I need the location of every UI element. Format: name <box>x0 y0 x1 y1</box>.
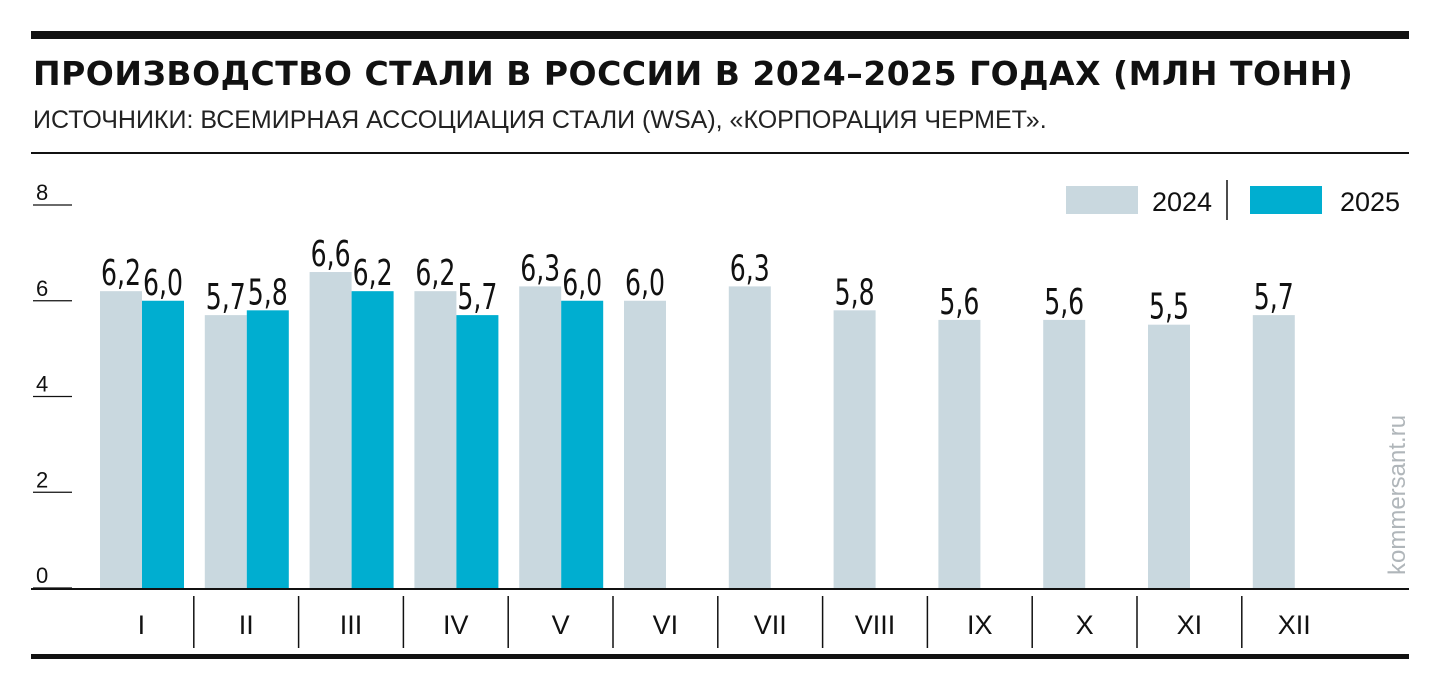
bar-2025-I <box>142 300 184 588</box>
x-tick-label: II <box>239 610 254 640</box>
legend-swatch-2025 <box>1250 186 1322 214</box>
bar-2024-V <box>519 286 562 588</box>
y-tick-label: 6 <box>36 276 48 301</box>
x-tick-label: XII <box>1278 610 1311 640</box>
bar-2024-IX <box>938 319 981 588</box>
x-tick-label: I <box>138 610 146 640</box>
header-divider <box>31 152 1409 154</box>
value-label-2024-VII: 6,3 <box>730 248 770 289</box>
chart-title: ПРОИЗВОДСТВО СТАЛИ В РОССИИ В 2024–2025 … <box>33 54 1354 93</box>
y-tick-label: 4 <box>36 372 48 397</box>
value-label-2024-VI: 6,0 <box>625 263 665 304</box>
value-label-2025-II: 5,8 <box>248 272 288 313</box>
bar-2024-XI <box>1148 324 1190 588</box>
legend-label-2025: 2025 <box>1340 187 1400 217</box>
bar-2024-IV <box>414 291 457 588</box>
chart-subtitle: ИСТОЧНИКИ: ВСЕМИРНАЯ АССОЦИАЦИЯ СТАЛИ (W… <box>33 106 1047 134</box>
value-label-2025-III: 6,2 <box>353 253 393 294</box>
value-label-2025-V: 6,0 <box>562 263 602 304</box>
value-label-2024-VIII: 5,8 <box>835 272 875 313</box>
bar-2024-I <box>100 291 142 588</box>
value-labels-layer: 6,2 6,0 5,7 5,86,6 6,2 6,25,76,3 6,0 6,0 6,35,8 5… <box>101 234 1294 328</box>
y-tick-label: 2 <box>36 467 48 492</box>
y-axis: 0 2 4 6 8 <box>33 180 72 589</box>
bar-2024-II <box>204 315 247 588</box>
bar-2024-X <box>1043 319 1086 588</box>
value-label-2024-IX: 5,6 <box>939 282 979 323</box>
value-label-2024-IV: 6,2 <box>415 253 455 294</box>
x-tick-label: III <box>340 610 363 640</box>
bar-2024-III <box>309 272 352 588</box>
bar-2024-VII <box>728 286 771 588</box>
value-label-2024-I: 6,2 <box>101 253 141 294</box>
legend: 2024 2025 <box>1066 180 1400 220</box>
top-rule <box>31 31 1409 39</box>
x-tick-label: VIII <box>855 610 896 640</box>
bar-2025-IV <box>456 315 499 588</box>
x-tick-label: X <box>1076 610 1094 640</box>
x-axis: I II III IV V VI VII VIII IX X XI XII <box>31 588 1409 648</box>
legend-swatch-2024 <box>1066 186 1138 214</box>
bar-2025-V <box>561 300 604 588</box>
legend-label-2024: 2024 <box>1152 187 1212 217</box>
x-tick-label: VII <box>754 610 787 640</box>
bar-2024-XII <box>1252 315 1295 588</box>
x-tick-label: VI <box>653 610 679 640</box>
bar-2025-III <box>351 291 394 588</box>
value-label-2024-II: 5,7 <box>206 277 246 318</box>
bottom-rule <box>31 654 1409 659</box>
x-tick-label: V <box>552 610 570 640</box>
value-label-2024-XI: 5,5 <box>1149 287 1189 328</box>
x-tick-label: XI <box>1177 610 1203 640</box>
y-tick-label: 0 <box>36 563 48 588</box>
bars-layer <box>100 272 1295 588</box>
bar-2024-VI <box>624 300 666 588</box>
value-label-2024-X: 5,6 <box>1044 282 1084 323</box>
x-tick-label: IV <box>443 610 469 640</box>
bar-2025-II <box>246 310 289 588</box>
value-label-2025-IV: 5,7 <box>457 277 497 318</box>
watermark-kommersant: kommersant.ru <box>1384 414 1411 575</box>
value-label-2024-V: 6,3 <box>520 248 560 289</box>
x-tick-label: IX <box>967 610 993 640</box>
value-label-2024-XII: 5,7 <box>1254 277 1294 318</box>
value-label-2025-I: 6,0 <box>143 263 183 304</box>
y-tick-label: 8 <box>36 180 48 205</box>
value-label-2024-III: 6,6 <box>311 234 351 275</box>
bar-2024-VIII <box>833 310 876 588</box>
